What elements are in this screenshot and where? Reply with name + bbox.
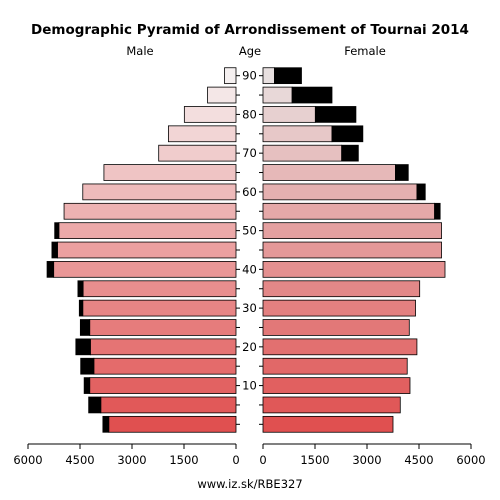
male-excess-0-4 (102, 415, 110, 433)
female-bar-5-9 (262, 396, 401, 414)
female-bar-75-79 (262, 125, 333, 143)
female-bar-65-69 (262, 164, 396, 181)
female-bar-55-59 (262, 202, 436, 220)
male-bar-80-84 (183, 106, 237, 123)
male-bar-20-24 (90, 338, 237, 356)
female-excess-80-84 (314, 106, 357, 123)
male-excess-10-14 (83, 377, 91, 394)
male-bar-10-14 (89, 377, 237, 394)
male-bar-0-4 (108, 415, 237, 433)
male-bar-65-69 (103, 164, 237, 181)
female-bar-70-74 (262, 144, 343, 162)
female-excess-90+ (274, 67, 302, 85)
male-bar-55-59 (63, 202, 237, 220)
female-x-tick-label: 1500 (300, 453, 329, 467)
male-bar-15-19 (93, 357, 237, 375)
male-bar-30-34 (82, 299, 237, 317)
male-x-tick-label: 3000 (117, 453, 146, 467)
female-header: Female (344, 44, 386, 58)
male-excess-40-44 (46, 261, 55, 278)
male-excess-5-9 (88, 396, 102, 414)
female-x-tick-label: 6000 (456, 453, 485, 467)
female-bar-0-4 (262, 415, 394, 433)
male-excess-35-39 (77, 280, 84, 298)
male-excess-50-54 (54, 222, 60, 239)
female-excess-60-64 (416, 183, 426, 201)
female-bar-30-34 (262, 299, 416, 317)
female-x-tick-label: 3000 (352, 453, 381, 467)
male-x-tick-label: 1500 (169, 453, 198, 467)
male-excess-20-24 (75, 338, 91, 356)
male-bar-85-89 (207, 86, 237, 104)
female-x-tick-label: 4500 (404, 453, 433, 467)
male-bar-50-54 (58, 222, 237, 239)
female-bar-90+ (262, 67, 275, 85)
female-bar-40-44 (262, 261, 446, 278)
female-excess-55-59 (434, 202, 441, 220)
age-tick-label: 90 (242, 69, 257, 83)
female-bar-85-89 (262, 86, 293, 104)
source-footer: www.iz.sk/RBE327 (197, 477, 302, 491)
male-header: Male (126, 44, 153, 58)
male-excess-45-49 (51, 241, 58, 259)
age-tick-label: 10 (242, 379, 257, 393)
age-tick-label: 70 (242, 146, 257, 160)
age-tick-label: 20 (242, 340, 257, 354)
male-bar-75-79 (167, 125, 237, 143)
male-bar-70-74 (158, 144, 237, 162)
age-tick-label: 40 (242, 262, 257, 276)
male-bar-90+ (224, 67, 237, 85)
female-excess-70-74 (341, 144, 359, 162)
male-excess-25-29 (79, 319, 91, 336)
male-x-tick-label: 4500 (65, 453, 94, 467)
female-bar-35-39 (262, 280, 421, 298)
female-bar-15-19 (262, 357, 408, 375)
female-x-tick-label: 0 (259, 453, 266, 467)
age-tick-label: 30 (242, 301, 257, 315)
female-bar-25-29 (262, 319, 410, 336)
male-bar-40-44 (53, 261, 237, 278)
axes: 6000 4500 3000 1500 0 0 1500 3000 4500 6000 10 20 30… (13, 69, 485, 467)
female-bars (262, 67, 446, 433)
female-bar-60-64 (262, 183, 418, 201)
female-excess-85-89 (291, 86, 333, 104)
male-excess-30-34 (78, 299, 84, 317)
male-x-tick-label: 6000 (13, 453, 42, 467)
male-excess-15-19 (80, 357, 95, 375)
female-excess-75-79 (331, 125, 364, 143)
female-bar-20-24 (262, 338, 418, 356)
male-bars (46, 67, 237, 433)
female-bar-50-54 (262, 222, 442, 239)
age-tick-label: 50 (242, 224, 257, 238)
chart-title: Demographic Pyramid of Arrondissement of… (31, 22, 469, 38)
male-bar-60-64 (82, 183, 237, 201)
male-x-tick-label: 0 (232, 453, 239, 467)
male-bar-35-39 (82, 280, 237, 298)
age-header: Age (239, 44, 261, 58)
male-bar-5-9 (100, 396, 237, 414)
female-bar-80-84 (262, 106, 316, 123)
age-tick-label: 80 (242, 107, 257, 121)
male-bar-45-49 (57, 241, 237, 259)
male-bar-25-29 (89, 319, 237, 336)
female-excess-65-69 (395, 164, 409, 181)
female-bar-45-49 (262, 241, 442, 259)
female-bar-10-14 (262, 377, 411, 394)
age-tick-label: 60 (242, 185, 257, 199)
